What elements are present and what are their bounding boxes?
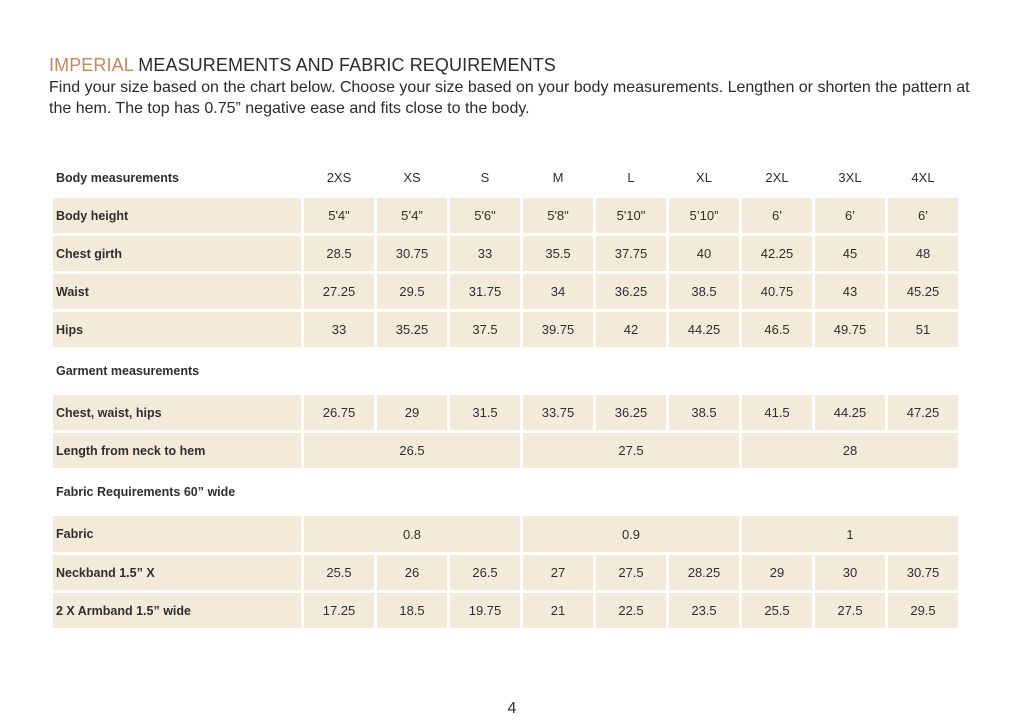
size-header: M	[552, 170, 564, 185]
table-cell: 26	[377, 555, 447, 590]
size-header: XL	[696, 170, 712, 185]
table-cell: 26.5	[450, 555, 520, 590]
table-cell: 51	[888, 312, 958, 347]
heading-accent: IMPERIAL	[49, 55, 134, 75]
table-cell: 22.5	[596, 593, 666, 628]
heading-rest: MEASUREMENTS AND FABRIC REQUIREMENTS	[133, 55, 556, 75]
table-cell: 19.75	[450, 593, 520, 628]
row-label: Chest, waist, hips	[53, 395, 301, 430]
table-cell: 28.5	[304, 236, 374, 271]
table-cell: 29.5	[888, 593, 958, 628]
table-cell: 26.75	[304, 395, 374, 430]
table-cell: 40	[669, 236, 739, 271]
table-cell: 28.25	[669, 555, 739, 590]
table-cell: 29	[742, 555, 812, 590]
table-cell: 33.75	[523, 395, 593, 430]
table-cell: 29.5	[377, 274, 447, 309]
table-cell: 6’	[742, 198, 812, 233]
table-cell: 5'6"	[450, 198, 520, 233]
table-cell: 44.25	[815, 395, 885, 430]
table-cell: 23.5	[669, 593, 739, 628]
table-cell: 33	[450, 236, 520, 271]
table-cell: 36.25	[596, 395, 666, 430]
table-cell: 31.75	[450, 274, 520, 309]
row-label: Fabric	[53, 516, 301, 552]
table-cell: 25.5	[304, 555, 374, 590]
table-cell: 37.75	[596, 236, 666, 271]
row-label: Body height	[53, 198, 301, 233]
page-number: 4	[507, 700, 517, 717]
table-cell: 30.75	[377, 236, 447, 271]
table-cell: 41.5	[742, 395, 812, 430]
table-cell: 21	[523, 593, 593, 628]
table-cell: 25.5	[742, 593, 812, 628]
table-cell-merged: 1	[742, 516, 958, 552]
table-cell-merged: 27.5	[523, 433, 739, 468]
page-heading: IMPERIAL MEASUREMENTS AND FABRIC REQUIRE…	[49, 55, 556, 76]
table-cell: 42.25	[742, 236, 812, 271]
table-cell: 29	[377, 395, 447, 430]
table-cell: 45.25	[888, 274, 958, 309]
table-cell: 5'4"	[304, 198, 374, 233]
row-label: Chest girth	[53, 236, 301, 271]
table-cell: 44.25	[669, 312, 739, 347]
table-cell: 36.25	[596, 274, 666, 309]
table-cell: 30.75	[888, 555, 958, 590]
table-cell: 27.5	[596, 555, 666, 590]
size-chart-table: Body measurements 2XS XS S M L XL 2XL 3X…	[53, 160, 958, 631]
row-label: 2 X Armband 1.5” wide	[53, 593, 301, 628]
table-cell-merged: 28	[742, 433, 958, 468]
table-cell: 39.75	[523, 312, 593, 347]
size-header: 3XL	[838, 170, 862, 185]
table-cell: 40.75	[742, 274, 812, 309]
table-cell: 27	[523, 555, 593, 590]
size-header: XS	[403, 170, 421, 185]
table-cell: 47.25	[888, 395, 958, 430]
size-header: 2XS	[326, 170, 352, 185]
table-cell: 18.5	[377, 593, 447, 628]
table-cell: 33	[304, 312, 374, 347]
table-cell: 43	[815, 274, 885, 309]
table-cell: 49.75	[815, 312, 885, 347]
intro-paragraph: Find your size based on the chart below.…	[49, 79, 970, 117]
table-cell: 48	[888, 236, 958, 271]
table-cell: 38.5	[669, 395, 739, 430]
table-cell: 46.5	[742, 312, 812, 347]
row-label: Waist	[53, 274, 301, 309]
table-cell: 45	[815, 236, 885, 271]
table-cell: 6’	[815, 198, 885, 233]
table-cell: 27.25	[304, 274, 374, 309]
size-header: S	[480, 170, 490, 185]
row-label: Hips	[53, 312, 301, 347]
table-cell: 34	[523, 274, 593, 309]
row-label: Neckband 1.5” X	[53, 555, 301, 590]
section-heading-fabric: Fabric Requirements 60” wide	[56, 485, 236, 499]
table-cell: 5'10"	[596, 198, 666, 233]
table-cell: 30	[815, 555, 885, 590]
table-cell: 5’10”	[669, 198, 739, 233]
table-cell: 27.5	[815, 593, 885, 628]
size-header: 2XL	[765, 170, 789, 185]
section-heading-garment: Garment measurements	[56, 364, 200, 378]
table-cell: 31.5	[450, 395, 520, 430]
table-cell: 5’4”	[377, 198, 447, 233]
table-cell: 35.25	[377, 312, 447, 347]
table-cell-merged: 26.5	[304, 433, 520, 468]
size-header: 4XL	[911, 170, 935, 185]
table-cell: 37.5	[450, 312, 520, 347]
table-cell: 38.5	[669, 274, 739, 309]
table-cell: 6’	[888, 198, 958, 233]
table-cell-merged: 0.8	[304, 516, 520, 552]
table-cell: 17.25	[304, 593, 374, 628]
table-cell: 42	[596, 312, 666, 347]
header-label: Body measurements	[56, 170, 179, 185]
table-cell-merged: 0.9	[523, 516, 739, 552]
table-cell: 5'8"	[523, 198, 593, 233]
size-header: L	[627, 170, 635, 185]
table-cell: 35.5	[523, 236, 593, 271]
row-label: Length from neck to hem	[53, 433, 301, 468]
